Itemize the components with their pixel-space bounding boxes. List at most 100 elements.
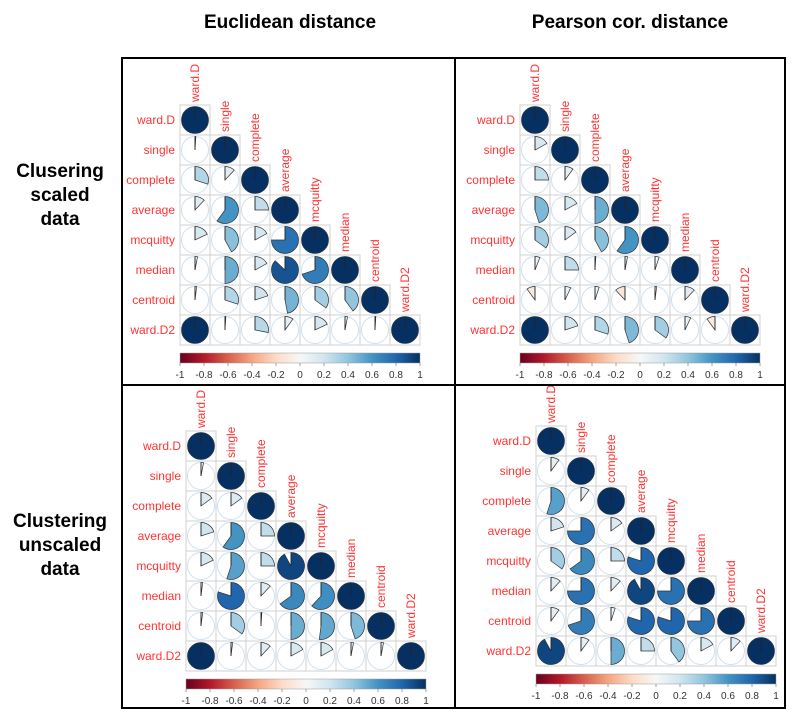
- pie-wedge: [311, 582, 335, 610]
- corr-cell-median-complete: [579, 254, 611, 286]
- corr-cell-complete-single: [565, 485, 597, 517]
- pie-wedge: [284, 286, 299, 314]
- pie-wedge: [616, 226, 639, 254]
- column-label: ward.D2: [404, 593, 418, 639]
- row-label: mcquitty: [486, 554, 531, 568]
- colorbar-tick-label: -1: [516, 370, 525, 381]
- corr-cell-median-average: [609, 254, 641, 286]
- corr-cell-median-mcquitty: [639, 254, 671, 286]
- corr-cell-median-ward.D: [185, 580, 217, 612]
- row-title-unscaled: Clustering unscaled data: [0, 510, 120, 582]
- corr-cell-median-single: [565, 575, 597, 607]
- colorbar: [179, 352, 421, 364]
- column-label: single: [558, 100, 572, 132]
- row-label: complete: [482, 494, 531, 508]
- corr-cell-average-ward.D: [519, 194, 551, 226]
- corr-cell-average-complete: [579, 194, 611, 226]
- corrplot-pearson-scaled: ward.D single complete average mcquitty media…: [466, 64, 763, 381]
- corr-cell-centroid-complete: [239, 284, 271, 316]
- corr-cell-average-complete: [595, 515, 627, 547]
- corr-cell-ward.D2-ward.D: [179, 314, 211, 346]
- corr-cell-median-average: [269, 254, 301, 286]
- corr-cell-mcquitty-single: [215, 550, 247, 582]
- colorbar-tick-label: -0.8: [201, 696, 219, 707]
- colorbar-tick-label: -0.8: [535, 370, 553, 381]
- column-label: ward.D: [544, 386, 558, 424]
- corr-cell-mcquitty-mcquitty: [639, 224, 671, 256]
- corr-cell-mcquitty-complete: [595, 545, 627, 577]
- corr-cell-median-median: [669, 254, 701, 286]
- corr-cell-ward.D2-ward.D: [185, 640, 217, 672]
- colorbar-tick-label: 0.4: [341, 370, 355, 381]
- corr-cell-ward.D2-ward.D: [519, 314, 551, 346]
- corr-cell-ward.D2-complete: [579, 314, 611, 346]
- corr-cell-centroid-ward.D: [535, 605, 567, 637]
- corr-cell-centroid-ward.D: [179, 284, 211, 316]
- corr-cell-median-ward.D: [535, 575, 567, 607]
- corr-cell-median-average: [625, 575, 657, 607]
- corr-cell-centroid-mcquitty: [299, 284, 331, 316]
- corr-cell-average-average: [625, 515, 657, 547]
- column-label: complete: [254, 439, 268, 488]
- corr-cell-average-complete: [239, 194, 271, 226]
- colorbar-tick-label: -0.4: [583, 370, 601, 381]
- row-label: ward.D2: [129, 323, 175, 337]
- colorbar-tick-label: 0: [303, 696, 309, 707]
- colorbar-tick-label: 0.4: [681, 370, 695, 381]
- column-label: median: [338, 213, 352, 252]
- corr-cell-mcquitty-mcquitty: [305, 550, 337, 582]
- corr-cell-average-ward.D: [185, 520, 217, 552]
- corr-cell-average-complete: [245, 520, 277, 552]
- corr-cell-ward.D2-median: [335, 640, 367, 672]
- colorbar-tick-label: -0.6: [575, 691, 593, 702]
- corr-cell-complete-ward.D: [179, 164, 211, 196]
- column-label: complete: [604, 434, 618, 483]
- colorbar-tick-label: -0.8: [195, 370, 213, 381]
- colorbar-tick-label: 0.2: [317, 370, 331, 381]
- corr-cell-mcquitty-single: [549, 224, 581, 256]
- corr-cell-complete-complete: [245, 490, 277, 522]
- corr-cell-average-average: [275, 520, 307, 552]
- column-title-pearson: Pearson cor. distance: [531, 12, 729, 33]
- corr-cell-centroid-average: [625, 605, 657, 637]
- corr-cell-average-ward.D: [535, 515, 567, 547]
- corr-cell-ward.D2-ward.D2: [395, 640, 427, 672]
- corr-cell-median-median: [335, 580, 367, 612]
- corr-cell-mcquitty-mcquitty: [655, 545, 687, 577]
- row-label: ward.D2: [469, 323, 515, 337]
- corr-cell-median-median: [685, 575, 717, 607]
- corr-cell-complete-single: [215, 490, 247, 522]
- pie-wedge: [654, 316, 669, 339]
- colorbar-tick-label: 0: [637, 370, 643, 381]
- column-label: mcquitty: [664, 498, 678, 543]
- column-label: mcquitty: [648, 177, 662, 222]
- row-label: median: [136, 263, 175, 277]
- grid-divider-vertical: [454, 57, 456, 709]
- column-label: complete: [588, 113, 602, 162]
- colorbar-tick-label: 1: [773, 691, 779, 702]
- corr-cell-mcquitty-complete: [245, 550, 277, 582]
- corr-cell-median-single: [549, 254, 581, 286]
- row-title-line: data: [40, 559, 80, 580]
- corr-cell-centroid-ward.D: [185, 610, 217, 642]
- corr-cell-average-single: [215, 520, 247, 552]
- corr-cell-centroid-ward.D: [519, 284, 551, 316]
- corr-cell-median-complete: [245, 580, 277, 612]
- row-label: ward.D: [492, 434, 531, 448]
- row-title-line: data: [40, 209, 80, 230]
- corr-cell-centroid-average: [609, 284, 641, 316]
- corr-cell-complete-ward.D: [535, 485, 567, 517]
- row-label: single: [484, 143, 516, 157]
- row-label: centroid: [472, 293, 515, 307]
- colorbar-tick-label: -0.2: [607, 370, 625, 381]
- column-label: mcquitty: [308, 177, 322, 222]
- corr-cell-complete-single: [209, 164, 241, 196]
- corr-cell-centroid-complete: [595, 605, 627, 637]
- column-label: ward.D: [188, 64, 202, 103]
- row-label: single: [144, 143, 176, 157]
- corr-cell-ward.D2-ward.D2: [729, 314, 761, 346]
- colorbar-tick-label: 0.4: [347, 696, 361, 707]
- pie-wedge: [350, 612, 365, 640]
- corr-cell-ward.D2-median: [329, 314, 361, 346]
- row-title-line: Clusering: [16, 161, 104, 182]
